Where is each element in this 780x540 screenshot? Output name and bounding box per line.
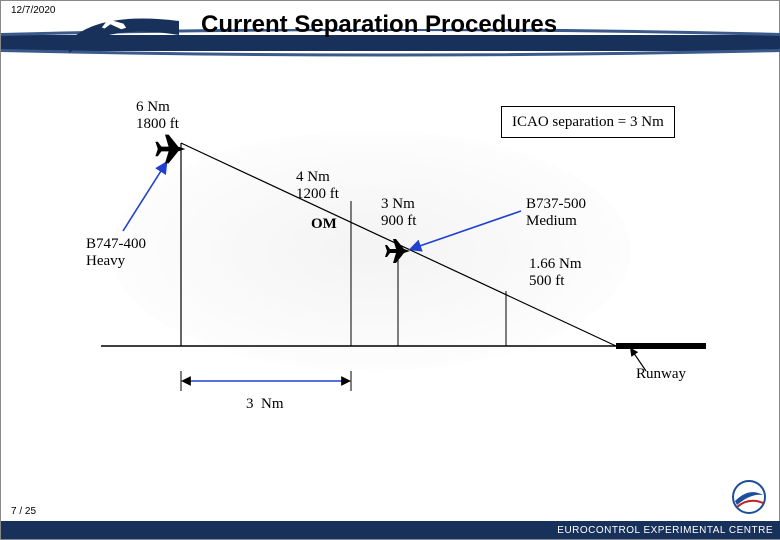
label-b747: B747-400 Heavy (86, 236, 146, 271)
eurocontrol-logo (731, 479, 767, 515)
header-plane-logo (69, 1, 179, 61)
label-b737: B737-500 Medium (526, 196, 586, 231)
label-om: OM (311, 216, 337, 233)
label-4nm: 4 Nm 1200 ft (296, 169, 339, 204)
page-number: 7 / 25 (11, 506, 36, 517)
icao-text: ICAO separation = 3 Nm (512, 114, 664, 130)
label-6nm: 6 Nm 1800 ft (136, 99, 179, 134)
label-3nm: 3 Nm 900 ft (381, 196, 416, 231)
label-runway: Runway (636, 366, 686, 383)
footer-bar: EUROCONTROL EXPERIMENTAL CENTRE (1, 521, 780, 539)
label-166nm: 1.66 Nm 500 ft (529, 256, 582, 291)
footer-text: EUROCONTROL EXPERIMENTAL CENTRE (557, 525, 773, 536)
icao-box: ICAO separation = 3 Nm (501, 106, 675, 138)
slide-title: Current Separation Procedures (201, 11, 761, 39)
label-bottom-3nm: 3 Nm (246, 396, 284, 413)
slide-date: 12/7/2020 (11, 5, 56, 16)
separation-diagram: 6 Nm 1800 ft 4 Nm 1200 ft 3 Nm 900 ft 1.… (41, 81, 741, 461)
